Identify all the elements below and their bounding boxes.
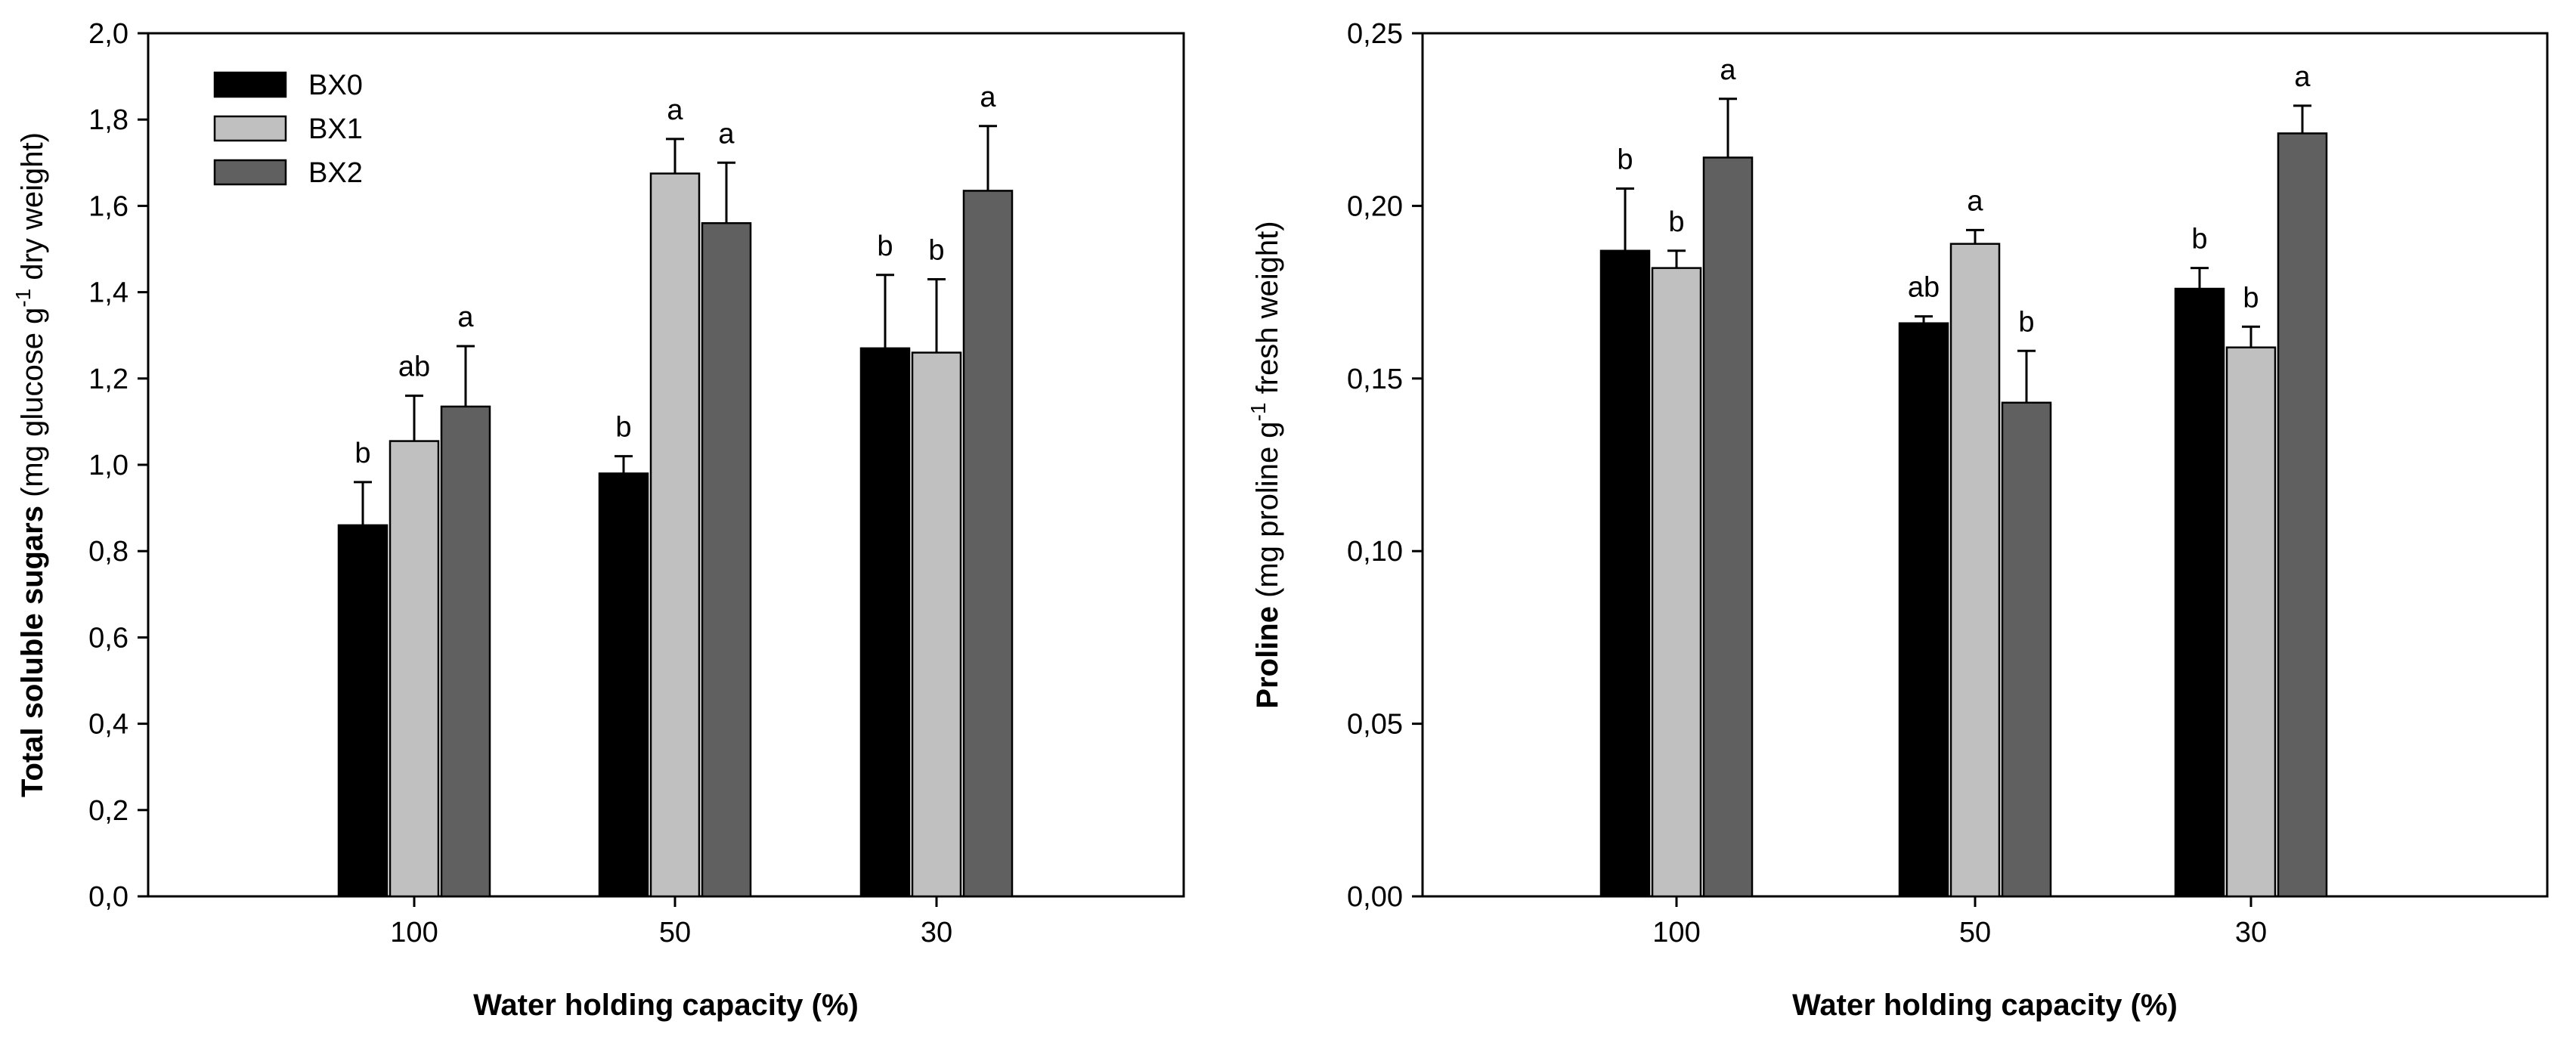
bar-bx0 [859, 347, 911, 898]
legend-label-bx0: BX0 [308, 70, 363, 101]
significance-letter: b [1668, 206, 1684, 238]
y-axis-title-main: Total soluble sugars [16, 506, 49, 797]
x-tick-label: 30 [2235, 917, 2267, 949]
x-tick-label: 30 [921, 917, 952, 949]
significance-letter: b [2018, 306, 2034, 338]
y-tick-label: 0,05 [1347, 709, 1403, 741]
x-axis-title: Water holding capacity (%) [473, 989, 859, 1022]
bar-bx2 [2277, 132, 2328, 898]
significance-letter: a [980, 82, 996, 113]
legend-swatch-bx1 [213, 115, 287, 142]
x-tick-label: 100 [1652, 917, 1700, 949]
significance-letter: a [1967, 185, 1983, 217]
y-tick-label: 2,0 [88, 18, 128, 50]
bar-bx1 [389, 440, 440, 898]
y-tick-label: 1,0 [88, 450, 128, 481]
bar-bx1 [649, 172, 701, 898]
significance-letter: b [2191, 224, 2207, 255]
legend-swatch-bx2 [213, 159, 287, 186]
y-tick-label: 0,10 [1347, 536, 1403, 568]
bar-bx0 [337, 524, 389, 898]
y-tick-label: 0,4 [88, 709, 128, 741]
y-tick-label: 0,00 [1347, 881, 1403, 913]
bar-bx1 [2225, 346, 2277, 898]
y-tick-label: 0,0 [88, 881, 128, 913]
bar-bx1 [1651, 267, 1702, 898]
legend: BX0 BX1 BX2 [213, 70, 363, 189]
significance-letter: ab [398, 351, 430, 383]
legend-label-bx2: BX2 [308, 157, 363, 189]
significance-letter: a [718, 118, 735, 150]
significance-letter: a [2294, 61, 2311, 93]
significance-letter: b [928, 234, 944, 266]
bar-bx1 [1949, 243, 2001, 898]
significance-letter: b [877, 231, 893, 262]
legend-swatch-bx0 [213, 71, 287, 98]
bar-bx2 [701, 221, 752, 898]
x-axis-title: Water holding capacity (%) [1792, 989, 2178, 1022]
significance-letter: b [2243, 282, 2259, 314]
chart-1: 0,0 0,2 0,4 0,6 0,8 1,0 1,2 1,4 1,6 1,8 2,0 100 50 30… [11, 18, 1185, 1022]
y-axis-title-superscript: -1 [1246, 403, 1270, 422]
significance-letter: ab [1908, 272, 1940, 304]
y-tick-label: 1,8 [88, 104, 128, 136]
x-tick-label: 50 [659, 917, 691, 949]
y-tick-label: 0,6 [88, 622, 128, 654]
significance-letter: a [1720, 54, 1736, 86]
y-axis-title-unit: (mg glucose g [16, 308, 49, 506]
bar-bx1 [911, 351, 962, 898]
significance-letter: a [457, 302, 474, 333]
bar-bx0 [1898, 322, 1949, 898]
bar-bx0 [598, 472, 649, 898]
y-tick-label: 0,25 [1347, 18, 1403, 50]
y-axis-title-main: Proline [1251, 606, 1284, 709]
significance-letter: b [1617, 144, 1633, 176]
y-tick-label: 0,8 [88, 536, 128, 568]
y-tick-label: 1,4 [88, 277, 128, 309]
bar-bx0 [2174, 287, 2225, 898]
y-tick-label: 0,20 [1347, 190, 1403, 222]
y-axis-title-unit: (mg proline g [1251, 421, 1284, 606]
significance-letter: a [667, 94, 683, 126]
y-axis-title: Proline (mg proline g-1 fresh weight) [1246, 221, 1284, 708]
y-tick-label: 1,2 [88, 364, 128, 395]
significance-letter: b [615, 412, 631, 444]
x-tick-label: 100 [390, 917, 438, 949]
y-axis-title-unit-end: fresh weight) [1251, 221, 1284, 402]
significance-letter: b [355, 438, 370, 469]
bar-bx2 [2001, 401, 2052, 898]
legend-label-bx1: BX1 [308, 113, 363, 145]
bar-bx2 [1702, 156, 1754, 898]
y-tick-label: 0,2 [88, 795, 128, 827]
bar-bx2 [440, 405, 491, 898]
y-tick-label: 0,15 [1347, 364, 1403, 395]
x-tick-label: 50 [1959, 917, 1991, 949]
y-axis-title-superscript: -1 [11, 289, 35, 308]
bar-bx0 [1599, 249, 1651, 898]
bar-bx2 [962, 190, 1014, 898]
y-tick-label: 1,6 [88, 190, 128, 222]
y-axis-title-unit-end: dry weight) [16, 132, 49, 289]
y-axis-title: Total soluble sugars (mg glucose g-1 dry… [11, 132, 49, 797]
